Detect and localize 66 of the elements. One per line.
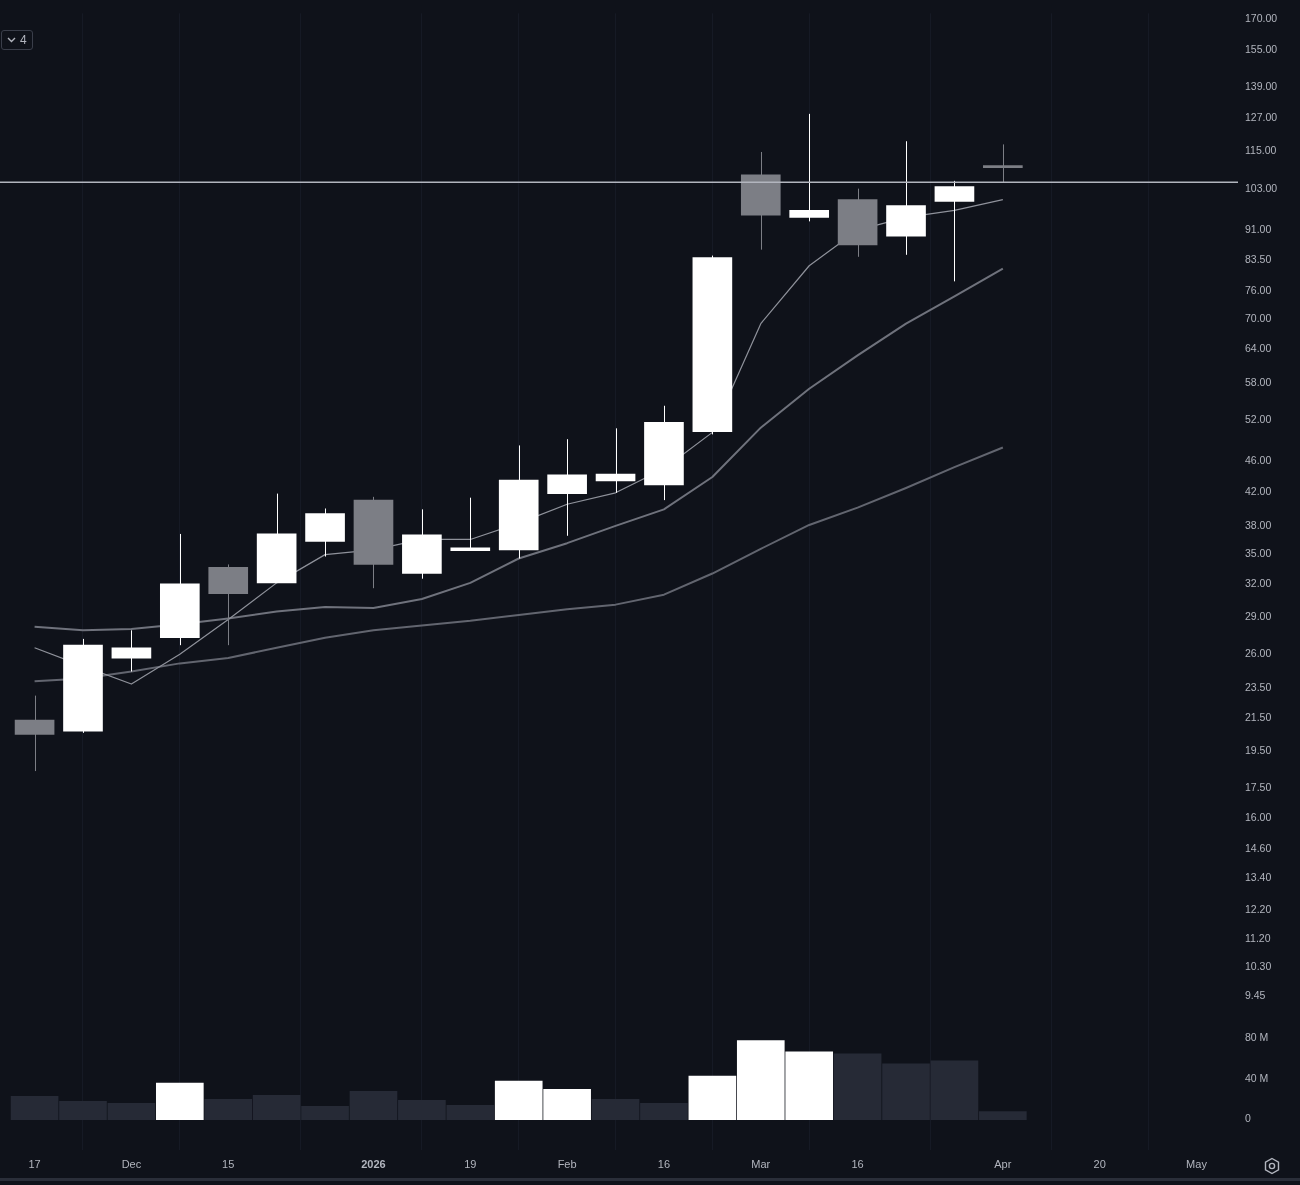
candlestick xyxy=(886,140,926,256)
y-tick-label: 170.00 xyxy=(1245,12,1278,25)
candlestick xyxy=(159,533,200,646)
candlestick xyxy=(208,563,249,646)
candlestick xyxy=(740,151,781,251)
y-tick-label: 32.00 xyxy=(1245,576,1272,589)
y-tick-label: 83.50 xyxy=(1245,252,1272,265)
x-tick-label: Dec xyxy=(121,1157,142,1170)
candlestick xyxy=(983,143,1023,184)
candlestick xyxy=(256,493,297,584)
y-tick-label: 42.00 xyxy=(1245,484,1272,497)
y-tick-label: 23.50 xyxy=(1245,681,1272,694)
y-tick-label: 64.00 xyxy=(1245,342,1272,355)
y2-tick-label: 0 xyxy=(1245,1112,1251,1125)
candlestick xyxy=(14,695,55,772)
y-tick-label: 155.00 xyxy=(1245,43,1278,56)
annotation: 4 xyxy=(20,33,27,47)
y-tick-label: 46.00 xyxy=(1245,454,1272,467)
x-tick-label: 16 xyxy=(657,1157,671,1170)
y-tick-label: 13.40 xyxy=(1245,871,1272,884)
x-tick-label: 19 xyxy=(464,1157,477,1170)
candlestick xyxy=(63,638,103,734)
y-tick-label: 10.30 xyxy=(1245,960,1272,973)
x-tick-label: May xyxy=(1186,1157,1208,1170)
y-tick-label: 58.00 xyxy=(1245,375,1272,388)
candlestick xyxy=(934,180,975,282)
y-tick-label: 17.50 xyxy=(1245,780,1272,793)
y-tick-label: 127.00 xyxy=(1245,110,1278,123)
y-tick-label: 19.50 xyxy=(1245,744,1272,757)
candlestick xyxy=(402,508,442,580)
x-tick-label: Mar xyxy=(751,1157,771,1170)
y-tick-label: 103.00 xyxy=(1245,181,1278,194)
candlestick xyxy=(547,438,587,537)
y-tick-label: 52.00 xyxy=(1245,412,1272,425)
y-tick-label: 91.00 xyxy=(1245,223,1272,236)
y-tick-label: 115.00 xyxy=(1245,144,1277,157)
y-tick-label: 14.60 xyxy=(1245,842,1272,855)
y-tick-label: 76.00 xyxy=(1245,284,1272,297)
y2-tick-label: 40 M xyxy=(1245,1071,1269,1084)
x-tick-label: 16 xyxy=(851,1157,864,1170)
x-tick-label: 17 xyxy=(28,1157,41,1170)
candlestick xyxy=(692,255,733,435)
y-tick-label: 38.00 xyxy=(1245,518,1272,531)
y-tick-label: 29.00 xyxy=(1245,610,1272,623)
candlestick xyxy=(353,496,394,589)
candlestick xyxy=(789,113,830,222)
x-tick-label: Feb xyxy=(557,1157,577,1170)
y-tick-label: 12.20 xyxy=(1245,902,1272,915)
y2-tick-label: 80 M xyxy=(1245,1031,1269,1044)
y-tick-label: 16.00 xyxy=(1245,811,1272,824)
x-tick-label: 20 xyxy=(1093,1157,1106,1170)
x-tick-label: 2026 xyxy=(361,1157,386,1170)
candlestick xyxy=(644,405,684,501)
candlestick xyxy=(305,507,345,558)
x-tick-label: Apr xyxy=(994,1157,1012,1170)
y-tick-label: 11.20 xyxy=(1245,931,1271,944)
candlestick xyxy=(498,444,539,560)
candlestick xyxy=(837,188,878,258)
y-tick-label: 21.50 xyxy=(1245,711,1272,724)
y-tick-label: 9.45 xyxy=(1245,989,1266,1002)
y-tick-label: 139.00 xyxy=(1245,80,1278,93)
candlestick xyxy=(111,629,152,672)
x-tick-label: 15 xyxy=(222,1157,235,1170)
y-tick-label: 70.00 xyxy=(1245,312,1272,325)
y-tick-label: 35.00 xyxy=(1245,546,1272,559)
y-tick-label: 26.00 xyxy=(1245,647,1272,660)
